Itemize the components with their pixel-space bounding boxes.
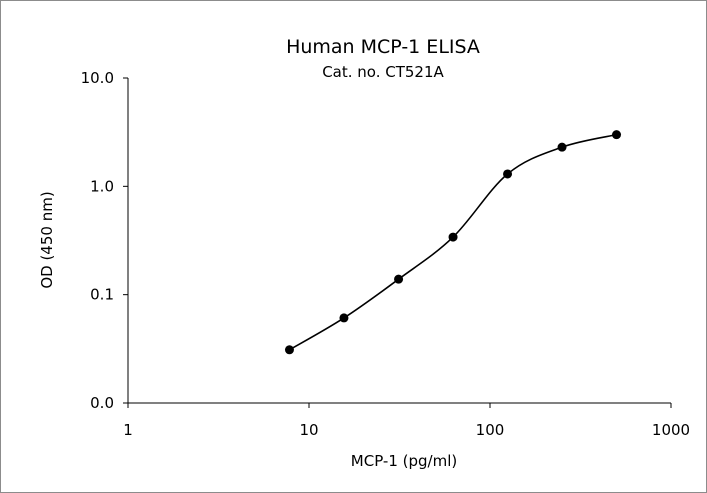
y-tick-label: 0.1 (90, 286, 114, 304)
data-point (612, 130, 622, 140)
data-point (503, 169, 513, 179)
y-tick-label: 10.0 (81, 69, 114, 87)
data-point (284, 345, 294, 355)
x-tick-label: 10 (299, 421, 318, 439)
x-tick-label: 1 (123, 421, 133, 439)
x-tick-label: 100 (476, 421, 505, 439)
chart-title: Human MCP-1 ELISA (286, 36, 480, 58)
series-line (289, 133, 617, 351)
y-axis-label: OD (450 nm) (38, 191, 56, 288)
y-ticks: 0.0 0.1 1.0 10.0 (81, 69, 128, 412)
y-tick-label: 1.0 (90, 177, 114, 195)
x-axis-label: MCP-1 (pg/ml) (351, 452, 457, 470)
data-point (448, 232, 458, 242)
data-point (394, 274, 404, 284)
data-point (557, 142, 567, 152)
data-point (339, 313, 349, 323)
series-points (284, 130, 622, 355)
x-ticks: 1 10 100 1000 (123, 403, 690, 439)
y-tick-label: 0.0 (90, 394, 114, 412)
x-tick-label: 1000 (652, 421, 690, 439)
chart-subtitle: Cat. no. CT521A (322, 63, 444, 81)
